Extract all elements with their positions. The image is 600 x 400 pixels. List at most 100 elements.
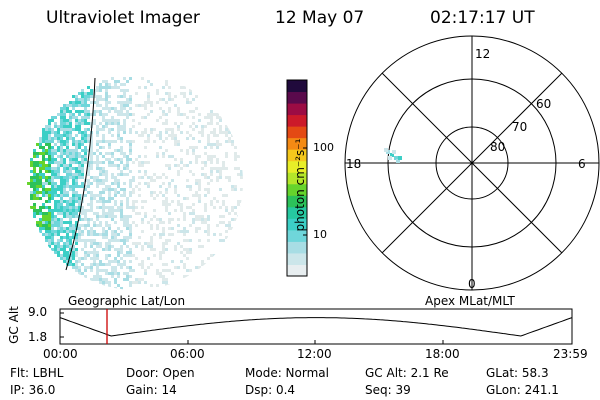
image-pixel xyxy=(156,134,159,137)
image-pixel xyxy=(87,179,90,182)
image-pixel xyxy=(141,134,144,137)
image-pixel xyxy=(207,233,210,236)
image-pixel xyxy=(93,278,96,281)
image-pixel xyxy=(84,254,87,257)
image-pixel xyxy=(210,179,213,182)
image-pixel xyxy=(153,140,156,143)
image-pixel xyxy=(33,149,36,152)
image-pixel xyxy=(72,161,75,164)
image-pixel xyxy=(222,194,225,197)
image-pixel xyxy=(150,263,153,266)
image-pixel xyxy=(60,146,63,149)
image-pixel xyxy=(219,167,222,170)
x-tick-2359: 23:59 xyxy=(553,347,588,361)
image-pixel xyxy=(108,95,111,98)
image-pixel xyxy=(69,230,72,233)
image-pixel xyxy=(102,191,105,194)
y-axis-label: GC Alt xyxy=(7,306,21,344)
image-pixel xyxy=(207,182,210,185)
image-pixel xyxy=(120,287,123,290)
image-pixel xyxy=(105,278,108,281)
image-pixel xyxy=(135,224,138,227)
image-pixel xyxy=(78,266,81,269)
image-pixel xyxy=(216,116,219,119)
image-pixel xyxy=(195,125,198,128)
image-pixel xyxy=(72,143,75,146)
image-pixel xyxy=(141,116,144,119)
image-pixel xyxy=(132,254,135,257)
image-pixel xyxy=(138,161,141,164)
image-pixel xyxy=(231,140,234,143)
image-pixel xyxy=(63,116,66,119)
image-pixel xyxy=(105,257,108,260)
image-pixel xyxy=(78,227,81,230)
image-pixel xyxy=(111,236,114,239)
image-pixel xyxy=(81,263,84,266)
image-pixel xyxy=(87,122,90,125)
image-pixel xyxy=(72,167,75,170)
image-pixel xyxy=(84,185,87,188)
image-pixel xyxy=(147,257,150,260)
image-pixel xyxy=(90,269,93,272)
image-pixel xyxy=(105,185,108,188)
image-pixel xyxy=(177,224,180,227)
image-pixel xyxy=(90,134,93,137)
image-pixel xyxy=(162,194,165,197)
image-pixel xyxy=(87,149,90,152)
image-pixel xyxy=(75,161,78,164)
image-pixel xyxy=(78,143,81,146)
image-pixel xyxy=(225,206,228,209)
image-pixel xyxy=(84,131,87,134)
image-pixel xyxy=(69,152,72,155)
image-pixel xyxy=(129,149,132,152)
image-pixel xyxy=(135,257,138,260)
image-pixel xyxy=(72,101,75,104)
image-pixel xyxy=(33,191,36,194)
image-pixel xyxy=(69,215,72,218)
image-pixel xyxy=(105,221,108,224)
image-pixel xyxy=(84,134,87,137)
image-pixel xyxy=(117,182,120,185)
image-pixel xyxy=(75,116,78,119)
image-pixel xyxy=(66,122,69,125)
image-pixel xyxy=(81,98,84,101)
image-pixel xyxy=(45,149,48,152)
image-pixel xyxy=(219,239,222,242)
image-pixel xyxy=(63,236,66,239)
image-pixel xyxy=(207,176,210,179)
image-pixel xyxy=(84,95,87,98)
image-pixel xyxy=(78,209,81,212)
image-pixel xyxy=(162,155,165,158)
image-pixel xyxy=(183,275,186,278)
image-pixel xyxy=(159,134,162,137)
image-pixel xyxy=(201,221,204,224)
image-pixel xyxy=(141,104,144,107)
image-pixel xyxy=(90,233,93,236)
image-pixel xyxy=(96,140,99,143)
image-pixel xyxy=(225,125,228,128)
image-pixel xyxy=(207,137,210,140)
image-pixel xyxy=(174,209,177,212)
image-pixel xyxy=(117,239,120,242)
image-pixel xyxy=(36,209,39,212)
image-pixel xyxy=(129,131,132,134)
image-pixel xyxy=(51,218,54,221)
image-pixel xyxy=(216,161,219,164)
image-pixel xyxy=(96,200,99,203)
image-pixel xyxy=(150,284,153,287)
image-pixel xyxy=(90,101,93,104)
image-pixel xyxy=(219,128,222,131)
image-pixel xyxy=(165,176,168,179)
image-pixel xyxy=(198,179,201,182)
image-pixel xyxy=(87,239,90,242)
image-pixel xyxy=(96,164,99,167)
image-pixel xyxy=(123,263,126,266)
image-pixel xyxy=(102,125,105,128)
image-pixel xyxy=(69,131,72,134)
image-pixel xyxy=(87,116,90,119)
image-pixel xyxy=(210,167,213,170)
image-pixel xyxy=(174,248,177,251)
image-pixel xyxy=(183,218,186,221)
image-pixel xyxy=(228,227,231,230)
image-pixel xyxy=(114,182,117,185)
